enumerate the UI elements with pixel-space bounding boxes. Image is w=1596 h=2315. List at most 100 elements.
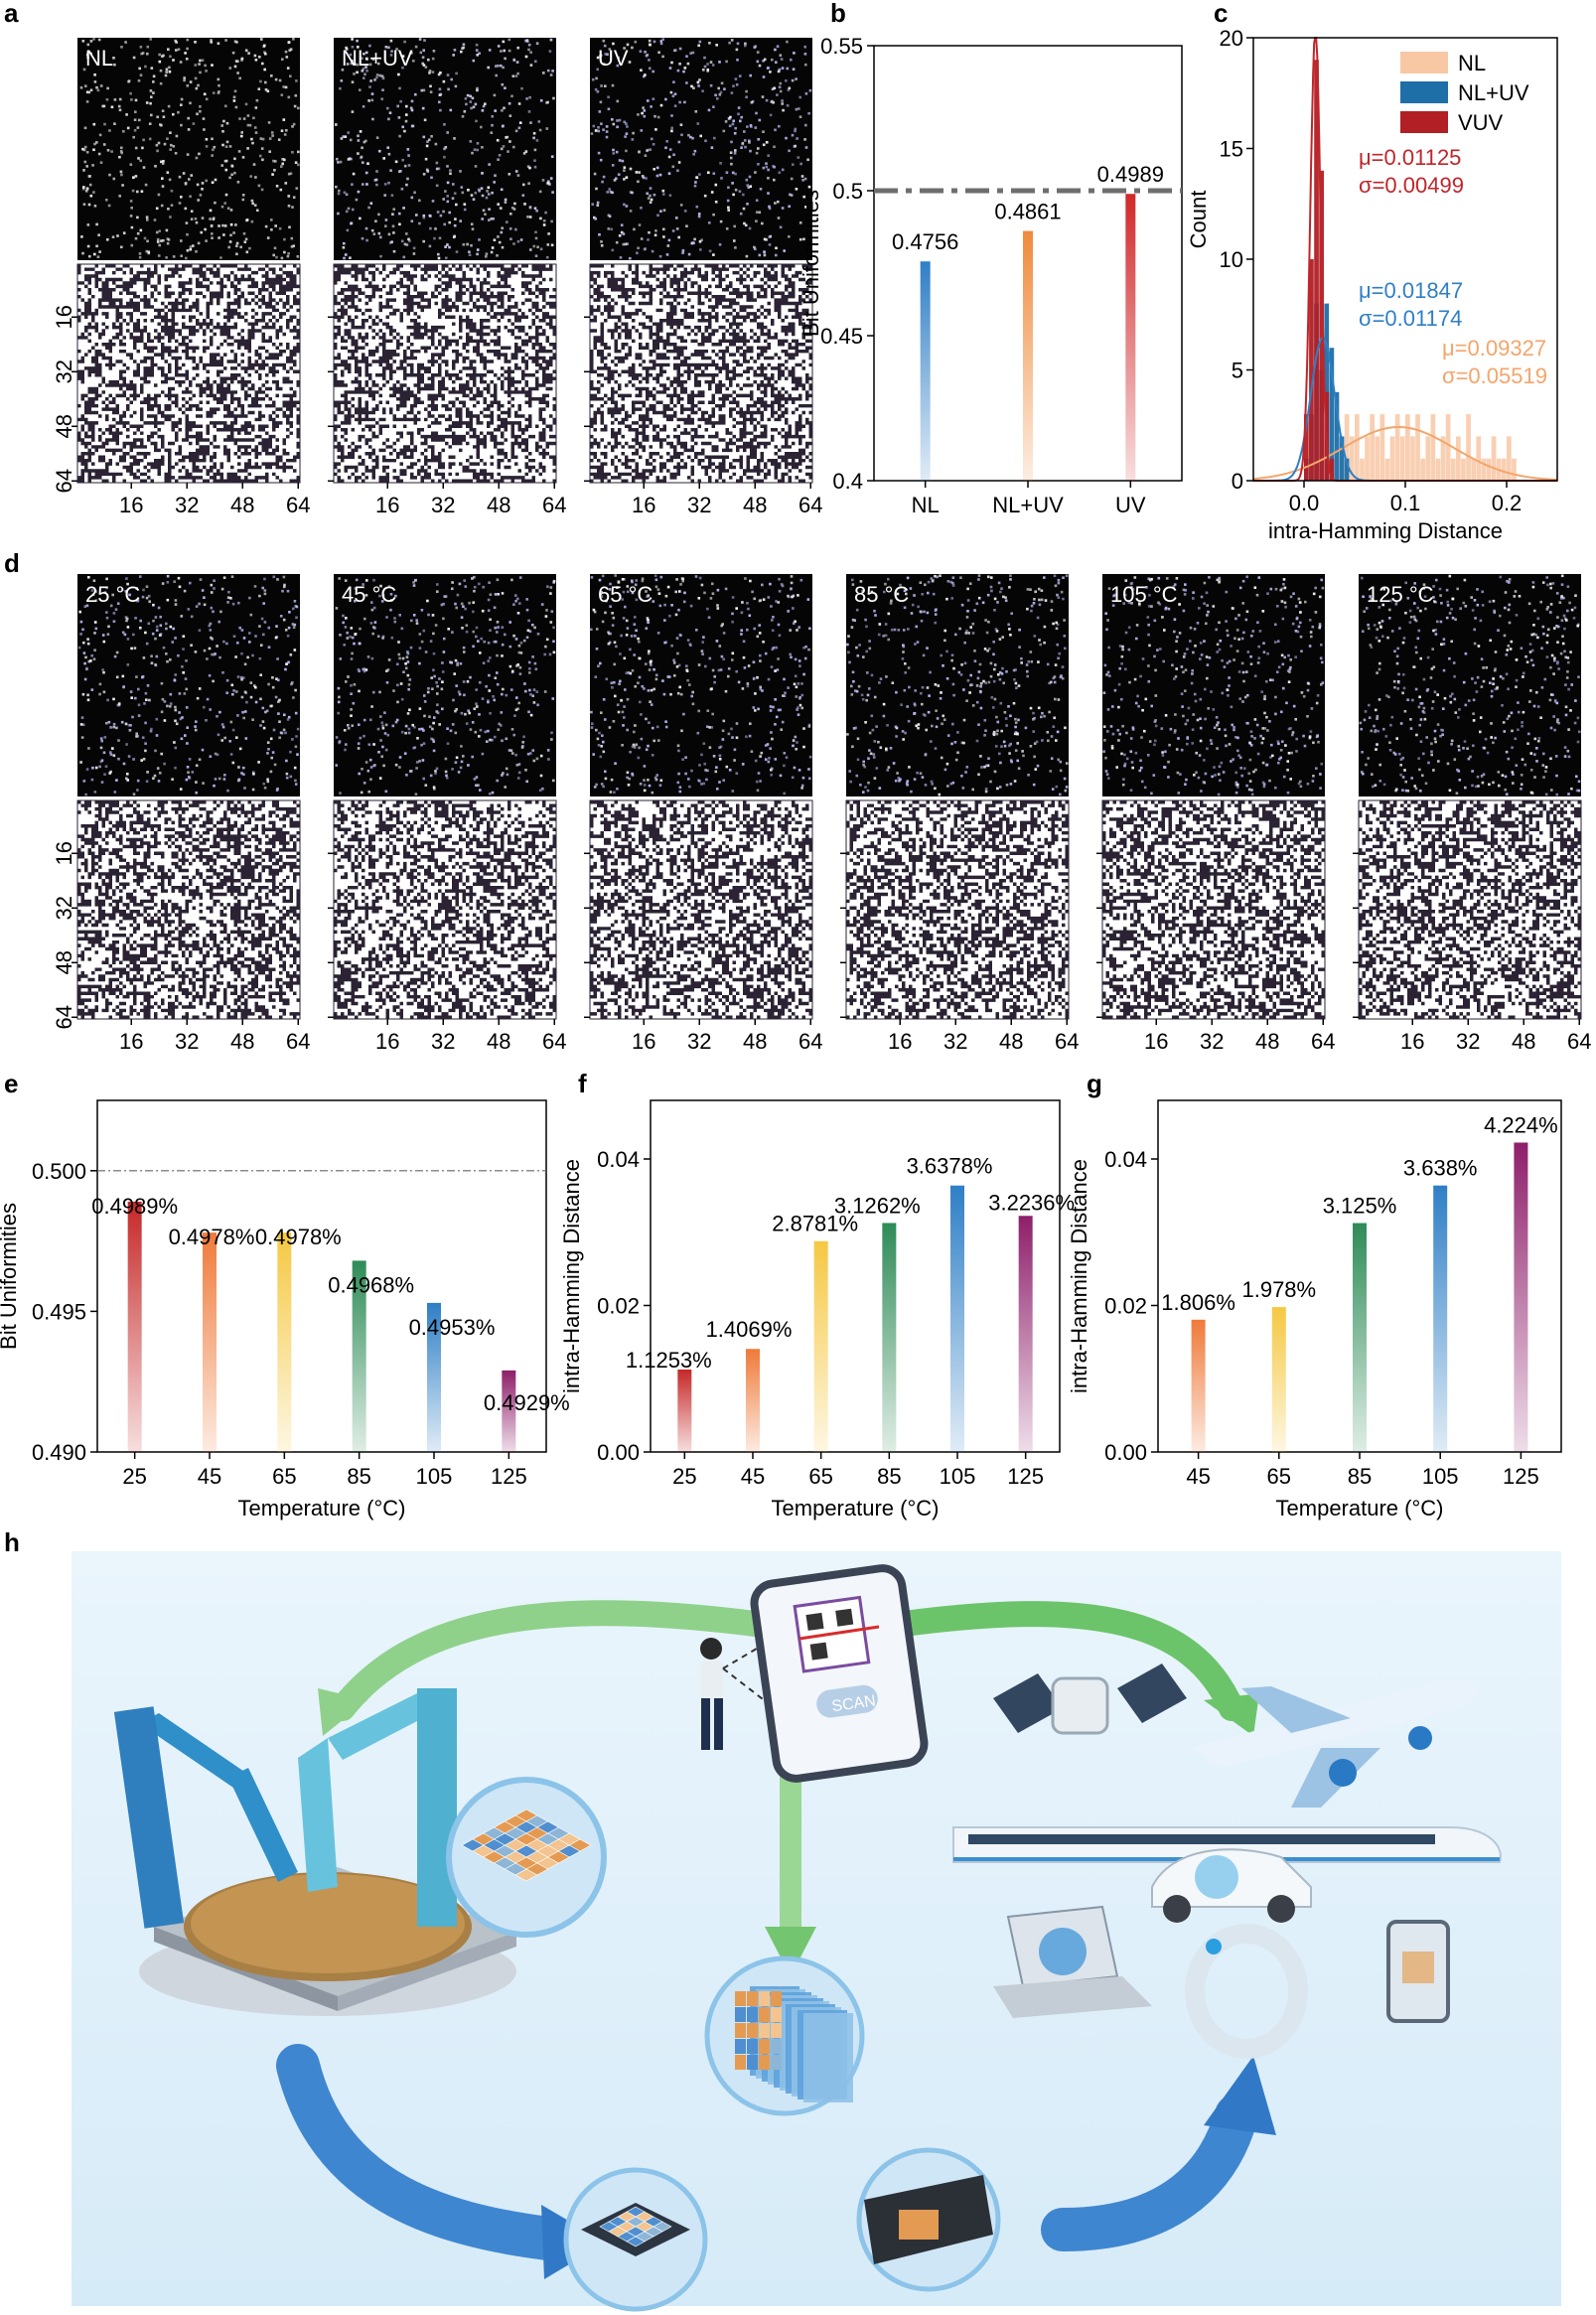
chart-f-x-tick-45: 45 [741,1464,765,1489]
histogram-bin [1415,414,1420,481]
panel-d-map-4-x-tick-48: 48 [999,1029,1023,1054]
histogram-bin [1507,436,1512,481]
panel-a-map-2-x-tick-16: 16 [375,493,399,517]
chart-e-data-label-65: 0.4978% [255,1225,342,1249]
panel-d-temperature-image-grid: 25 °C 16 32 48 64 16 32 48 64 45 °C 16 32 48 64 65 °C 1… [52,574,1591,1054]
panel-d-image-label-5: 105 °C [1110,582,1178,607]
chart-g-x-tick-45: 45 [1186,1464,1210,1489]
chart-f-bar-105 [950,1185,964,1452]
legend-swatch-NL [1400,52,1448,73]
panel-d-map-4-x-tick-64: 64 [1055,1029,1079,1054]
histogram-bin [1450,458,1456,481]
chart-g-data-label-125: 4.224% [1484,1112,1558,1137]
panel-d-map-1-x-tick-32: 32 [175,1029,199,1054]
panel-d-binary-map-3: 16 32 48 64 [584,799,822,1054]
green-arrow-right [891,1601,1244,1721]
panel-d-map-5-x-tick-64: 64 [1311,1029,1335,1054]
green-arrow-right-head [1204,1693,1259,1736]
histogram-bin [1334,391,1340,481]
panel-d-map-1-x-tick-16: 16 [119,1029,143,1054]
panel-d-binary-map-2: 16 32 48 64 [328,799,566,1054]
smartphone [1386,1920,1450,2023]
legend-swatch-NL+UV [1400,81,1448,103]
chart-c-x-tick: 0.2 [1492,491,1523,515]
laptop [993,1905,1152,2018]
histogram-bin [1491,436,1497,481]
chart-g-data-label-45: 1.806% [1161,1290,1235,1315]
chart-g-x-tick-125: 125 [1503,1464,1539,1489]
panel-c-hamming-histogram: 0 5 10 15 20 0.0 0.1 0.2 intra-Hamming Distance C… [1186,26,1558,543]
airplane [1192,1679,1480,1808]
satellite [993,1664,1187,1735]
green-arrow-down [780,1748,801,1937]
chart-f-y-tick: 0.02 [597,1294,640,1319]
panel-d-map-5-x-tick-48: 48 [1255,1029,1279,1054]
panel-d-map-5-x-tick-32: 32 [1200,1029,1224,1054]
chart-f-bar-125 [1018,1216,1033,1452]
chart-e-x-tick-65: 65 [272,1464,296,1489]
histogram-bin [1481,458,1487,481]
histogram-bin [1329,348,1335,481]
panel-d-image-label-6: 125 °C [1367,582,1434,607]
chart-f-y-axis-label: intra-Hamming Distance [559,1159,584,1393]
panel-d-map-2-x-tick-64: 64 [542,1029,566,1054]
chart-e-data-label-85: 0.4968% [328,1272,414,1297]
panel-d-map-5-x-tick-16: 16 [1144,1029,1168,1054]
histogram-bin [1466,414,1471,481]
panel-a-image-label-2: NL+UV [342,46,413,71]
zoom-circle-chip-grid [446,1777,607,1938]
chart-b-x-tick-NL+UV: NL+UV [992,493,1064,517]
annotation-mu-VUV: μ=0.01125 [1359,145,1461,170]
panel-d-map-3-x-tick-64: 64 [798,1029,822,1054]
panel-label-g: g [1087,1069,1102,1098]
histogram-bin [1456,436,1461,481]
histogram-bin [1360,458,1365,481]
chart-b-data-label-NL: 0.4756 [892,229,958,254]
chart-c-y-tick: 10 [1220,247,1243,272]
panel-d-speckle-image-4: 85 °C [846,574,1069,796]
chart-f-data-label-125: 3.2236% [988,1190,1075,1215]
histogram-bin [1384,458,1390,481]
annotation-mu-NL+UV: μ=0.01847 [1359,278,1463,303]
panel-d-map-6-x-tick-48: 48 [1512,1029,1535,1054]
panel-a-binary-map-2: 16 32 48 64 [328,263,566,517]
chart-b-y-axis-label: Bit Uniformities [798,190,823,337]
chart-f-data-label-45: 1.4069% [706,1317,793,1342]
histogram-bin [1370,414,1375,481]
chart-f-data-label-85: 3.1262% [834,1193,921,1218]
chart-c-y-tick: 0 [1232,469,1243,494]
chart-c-y-axis-label: Count [1186,191,1211,249]
panel-a-map-1-x-tick-32: 32 [175,493,199,517]
chart-f-data-label-105: 3.6378% [907,1154,993,1179]
panel-a-image-grid: NL 16 32 48 64 16 32 48 64 NL+UV 16 32 48 64 UV 16 32 48 6… [52,38,822,517]
panel-d-map-1-x-tick-64: 64 [286,1029,310,1054]
chart-f-x-tick-65: 65 [808,1464,832,1489]
panel-label-b: b [830,0,846,28]
panel-a-map-2-x-tick-48: 48 [487,493,510,517]
chart-g-y-tick: 0.04 [1104,1147,1147,1172]
panel-d-speckle-image-2: 45 °C [334,574,556,796]
histogram-bin [1399,436,1405,481]
histogram-bin [1512,458,1517,481]
chart-f-x-tick-25: 25 [672,1464,696,1489]
green-arrow-left [330,1600,768,1721]
panel-d-binary-map-1: 16 32 48 64 16 32 48 64 [52,799,310,1054]
chart-c-x-axis-label: intra-Hamming Distance [1268,518,1503,543]
chart-c-x-tick: 0.0 [1289,491,1320,515]
chart-e-x-tick-85: 85 [347,1464,370,1489]
annotation-mu-NL: μ=0.09327 [1442,336,1546,361]
chart-f-data-label-25: 1.1253% [626,1348,712,1373]
panel-d-image-label-3: 65 °C [598,582,653,607]
histogram-bin [1309,259,1314,481]
chart-f-x-tick-85: 85 [877,1464,901,1489]
histogram-bin [1394,414,1400,481]
annotation-sigma-VUV: σ=0.00499 [1359,173,1464,198]
annotation-sigma-NL: σ=0.05519 [1442,363,1547,388]
chart-e-bar-85 [352,1260,366,1452]
panel-a-map-y-tick-64: 64 [52,469,76,493]
panel-a-image-label-1: NL [85,46,113,71]
chart-e-x-tick-25: 25 [122,1464,146,1489]
histogram-series-NL [1339,414,1517,481]
chart-f-x-tick-125: 125 [1007,1464,1044,1489]
histogram-bin [1410,436,1415,481]
